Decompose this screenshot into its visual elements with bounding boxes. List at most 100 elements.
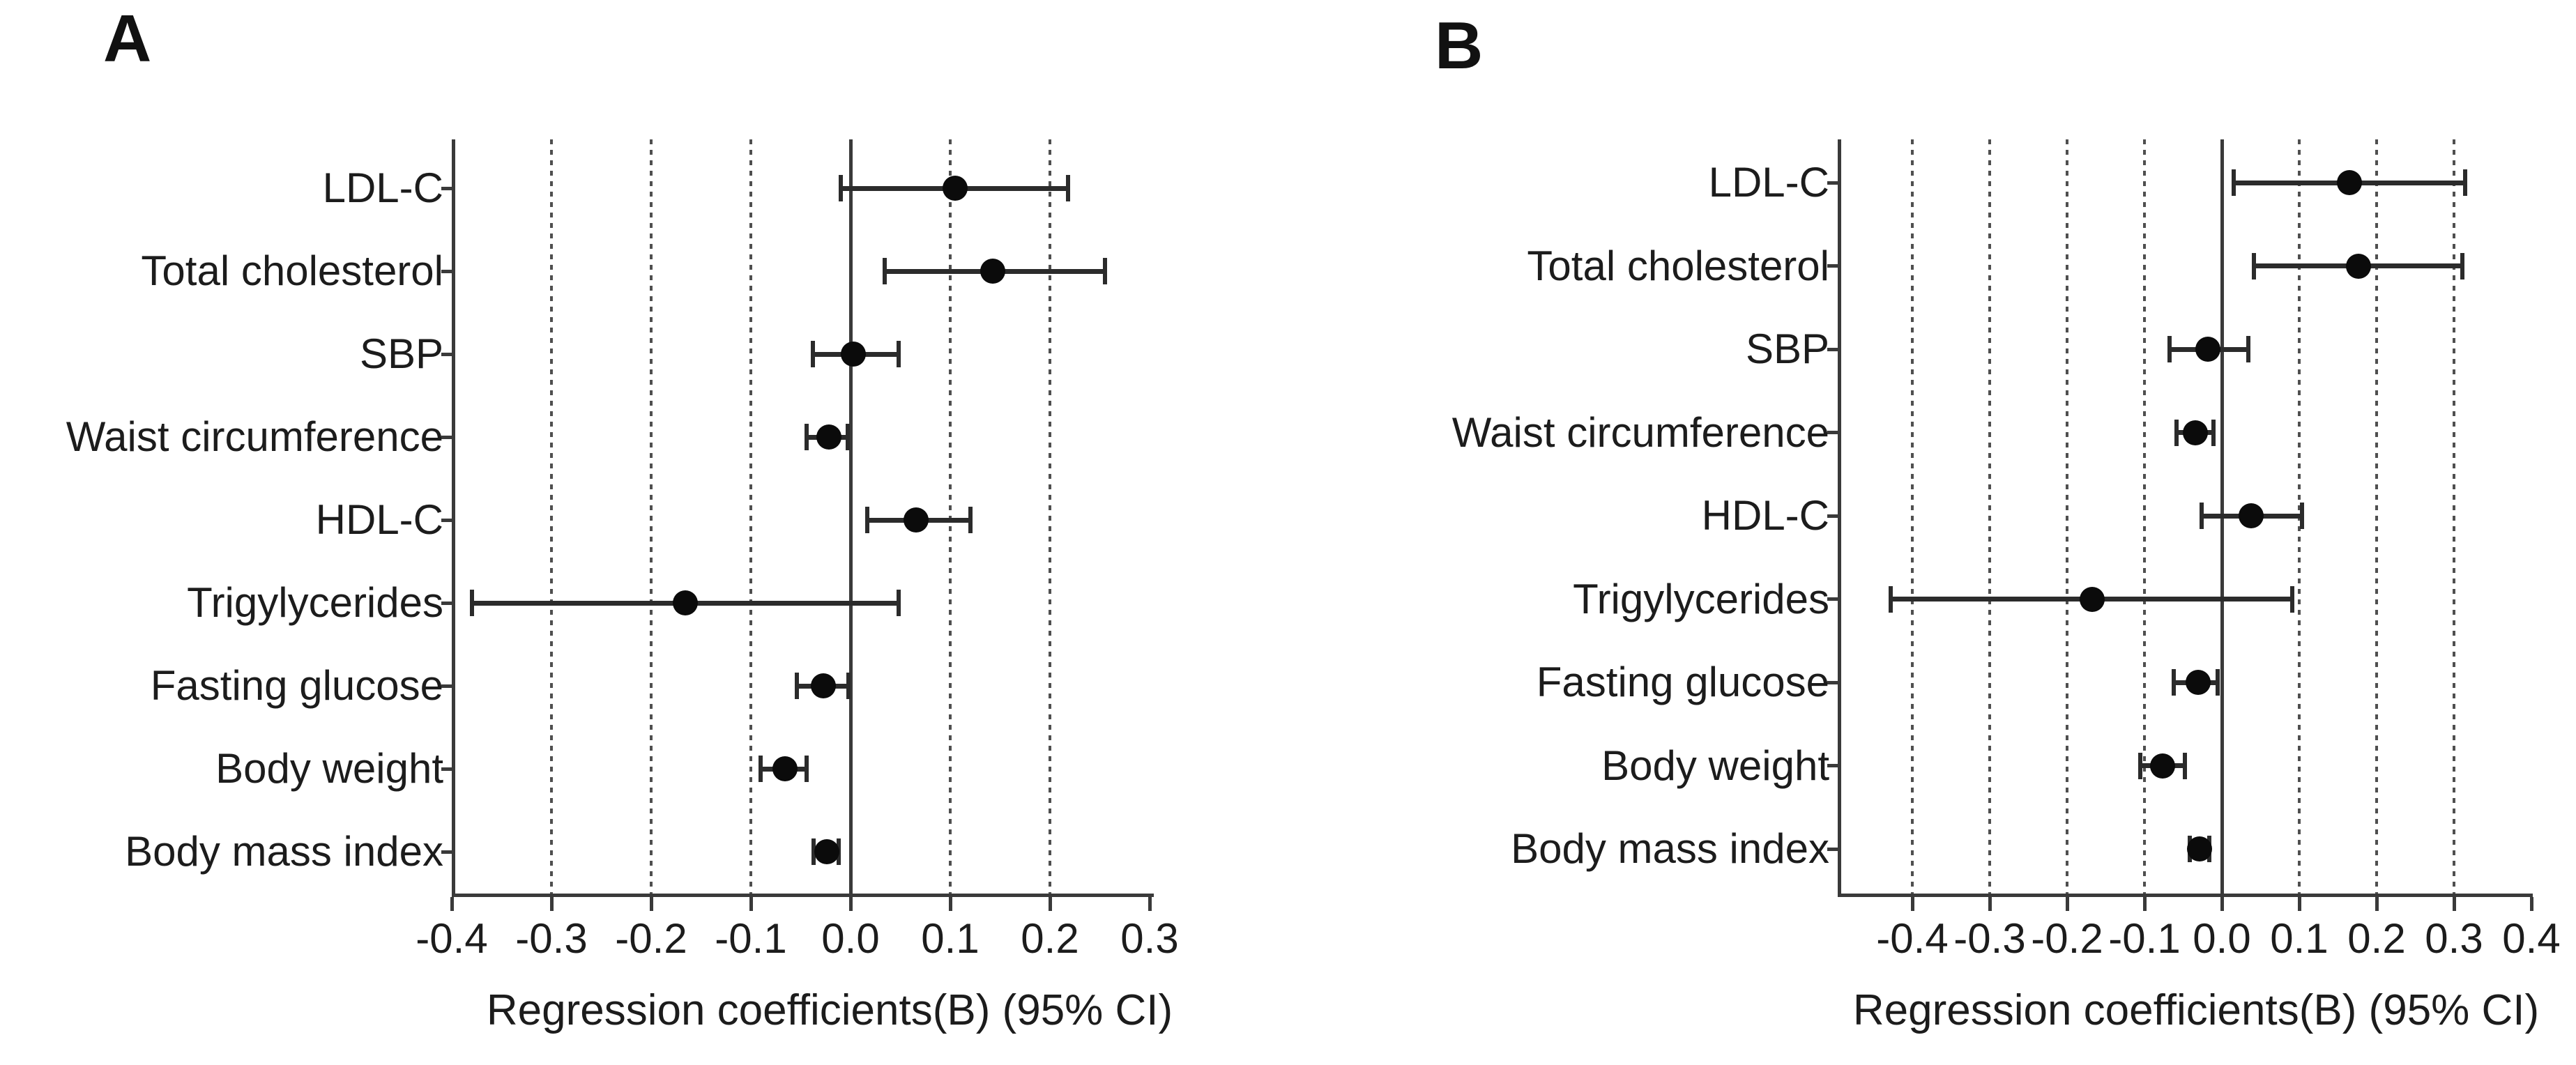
x-axis-tick bbox=[649, 897, 653, 911]
ci-lower-cap bbox=[2167, 336, 2172, 362]
ci-upper-cap bbox=[2290, 585, 2294, 613]
ci-lower-cap bbox=[2174, 419, 2179, 446]
data-point-marker bbox=[980, 259, 1006, 284]
data-point-marker bbox=[772, 756, 798, 781]
x-axis-tick bbox=[450, 897, 454, 911]
ci-upper-cap bbox=[2462, 169, 2467, 196]
x-axis-title: Regression coefficients(B) (95% CI) bbox=[1852, 986, 2540, 1034]
y-axis-tick bbox=[441, 352, 452, 356]
gridline-dotted bbox=[2143, 139, 2146, 894]
x-tick-label: 0.2 bbox=[1021, 915, 1079, 962]
x-axis-tick bbox=[1148, 897, 1152, 911]
x-axis-tick bbox=[1910, 897, 1914, 911]
gridline-dotted bbox=[2066, 139, 2068, 894]
row-label: SBP bbox=[359, 330, 443, 377]
gridline-dotted bbox=[1049, 139, 1051, 894]
ci-upper-cap bbox=[896, 341, 901, 367]
ci-upper-cap bbox=[2216, 669, 2220, 696]
ci-lower-cap bbox=[2200, 503, 2204, 529]
ci-upper-cap bbox=[896, 590, 901, 616]
x-axis-title: Regression coefficients(B) (95% CI) bbox=[486, 986, 1173, 1034]
x-axis-tick bbox=[2065, 897, 2069, 911]
y-axis-tick bbox=[1827, 847, 1838, 851]
data-point-marker bbox=[811, 673, 837, 698]
x-tick-label: 0.2 bbox=[2347, 915, 2406, 962]
data-point-marker bbox=[2149, 753, 2175, 779]
row-label: Waist circumference bbox=[66, 413, 443, 460]
x-axis-line bbox=[1838, 894, 2533, 897]
y-axis-tick bbox=[1827, 264, 1838, 268]
x-axis-tick bbox=[2297, 897, 2301, 911]
x-axis-tick bbox=[948, 897, 952, 911]
x-axis-tick bbox=[2220, 897, 2224, 911]
gridline-dotted bbox=[1988, 139, 1991, 894]
x-tick-label: 0.0 bbox=[821, 915, 880, 962]
x-tick-label: -0.2 bbox=[615, 915, 687, 962]
y-axis-tick bbox=[1827, 514, 1838, 518]
data-point-marker bbox=[2185, 670, 2211, 695]
gridline-dotted bbox=[2453, 139, 2455, 894]
y-axis-tick bbox=[441, 269, 452, 273]
data-point-marker bbox=[2239, 503, 2264, 528]
ci-lower-cap bbox=[2231, 169, 2236, 196]
y-axis-tick bbox=[441, 850, 452, 854]
x-axis-tick bbox=[749, 897, 753, 911]
data-point-marker bbox=[841, 342, 867, 367]
x-tick-label: 0.3 bbox=[2425, 915, 2483, 962]
ci-upper-cap bbox=[2182, 752, 2187, 779]
row-label: Total cholesterol bbox=[141, 247, 443, 294]
ci-lower-cap bbox=[469, 590, 474, 616]
data-point-marker bbox=[904, 507, 929, 532]
row-label: Body weight bbox=[1601, 742, 1829, 789]
y-axis-line bbox=[1838, 139, 1841, 897]
y-axis-tick bbox=[1827, 680, 1838, 684]
gridline-dotted bbox=[650, 139, 653, 894]
x-axis-tick bbox=[549, 897, 554, 911]
x-tick-label: -0.3 bbox=[1953, 915, 2026, 962]
data-point-marker bbox=[2346, 253, 2372, 279]
x-tick-label: 0.1 bbox=[921, 915, 980, 962]
data-point-marker bbox=[814, 839, 839, 864]
ci-lower-cap bbox=[1888, 585, 1893, 613]
x-tick-label: 0.3 bbox=[1120, 915, 1179, 962]
x-tick-label: 0.4 bbox=[2502, 915, 2561, 962]
x-axis-tick bbox=[2452, 897, 2456, 911]
data-point-marker bbox=[2183, 420, 2209, 445]
ci-lower-cap bbox=[805, 424, 809, 450]
ci-upper-cap bbox=[2211, 419, 2216, 446]
ci-lower-cap bbox=[810, 341, 815, 367]
x-tick-label: -0.3 bbox=[515, 915, 588, 962]
x-axis-tick bbox=[2529, 897, 2533, 911]
ci-lower-cap bbox=[811, 838, 816, 865]
y-axis-tick bbox=[1827, 347, 1838, 351]
row-label: Fasting glucose bbox=[1536, 659, 1829, 705]
row-label: SBP bbox=[1745, 325, 1829, 372]
ci-upper-cap bbox=[1065, 175, 1070, 201]
ci-lower-cap bbox=[865, 507, 870, 533]
ci-lower-cap bbox=[759, 756, 763, 782]
ci-upper-cap bbox=[2246, 336, 2250, 362]
gridline-dotted bbox=[1911, 139, 1914, 894]
y-axis-tick bbox=[441, 435, 452, 439]
ci-lower-cap bbox=[794, 673, 799, 699]
row-label: HDL-C bbox=[315, 496, 443, 543]
zero-reference-line bbox=[848, 139, 853, 894]
data-point-marker bbox=[672, 590, 698, 615]
x-axis-line bbox=[452, 894, 1154, 897]
y-axis-line bbox=[452, 139, 455, 897]
ci-lower-cap bbox=[882, 258, 887, 284]
data-point-marker bbox=[2186, 836, 2212, 861]
gridline-dotted bbox=[949, 139, 952, 894]
y-axis-tick bbox=[441, 767, 452, 771]
y-axis-tick bbox=[1827, 181, 1838, 185]
data-point-marker bbox=[2195, 337, 2221, 362]
data-point-marker bbox=[816, 424, 841, 450]
row-label: Body mass index bbox=[1511, 825, 1829, 872]
gridline-dotted bbox=[749, 139, 752, 894]
ci-upper-cap bbox=[805, 756, 809, 782]
row-label: Body weight bbox=[215, 745, 443, 792]
x-axis-tick bbox=[2142, 897, 2147, 911]
ci-upper-cap bbox=[1102, 258, 1107, 284]
x-axis-tick bbox=[2375, 897, 2379, 911]
panel-letter: B bbox=[1435, 8, 1484, 83]
